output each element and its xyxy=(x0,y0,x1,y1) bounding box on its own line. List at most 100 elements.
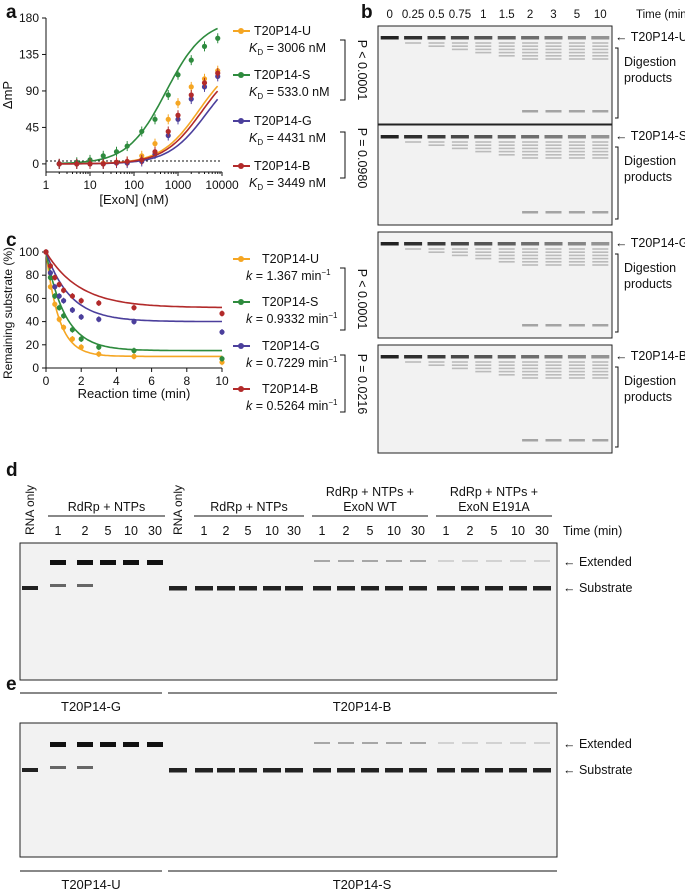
chart-a-point xyxy=(152,141,158,147)
chart-a-point xyxy=(188,84,194,90)
gel-b-product-band xyxy=(545,364,562,366)
panelD-substrate-label: ← Substrate xyxy=(563,581,633,595)
lane-time-label: 2 xyxy=(343,524,350,538)
gel-b-substrate-band xyxy=(567,242,586,246)
gel-b-product-band xyxy=(522,55,539,57)
gel-b-product-band xyxy=(475,364,492,366)
stat-c1: P < 0.0001 xyxy=(355,269,369,330)
gel-b-product-band xyxy=(498,45,515,47)
chart-a-point xyxy=(175,100,181,106)
chart-c-fit-1 xyxy=(45,251,222,352)
chart-c-fit-3 xyxy=(45,251,222,309)
gel-b-product-band xyxy=(475,147,492,150)
gel-b-substrate-band xyxy=(380,242,399,246)
lane-time-label: 30 xyxy=(148,524,162,538)
gel-b-product-band xyxy=(498,374,515,376)
gel-b-products-label2-0: products xyxy=(624,71,672,85)
legend-a-b-marker xyxy=(238,163,244,169)
chart-a-point xyxy=(165,128,171,135)
legend-c-b-k: k = 0.5264 min−1 xyxy=(246,398,338,413)
gel-b-product-band xyxy=(592,154,609,156)
lane-time-label: 30 xyxy=(287,524,301,538)
gel-b-small-product xyxy=(592,324,609,327)
chart-c-point xyxy=(131,305,137,311)
gel-b-product-band xyxy=(545,154,562,156)
chart-c-point xyxy=(56,305,62,311)
chart-c-point xyxy=(47,284,54,290)
gel-band-substrate xyxy=(50,584,66,587)
gel-band-substrate xyxy=(337,586,355,591)
gel-b-substrate-band xyxy=(591,242,610,246)
chart-a-fit-1 xyxy=(59,27,218,165)
gel-b-small-product xyxy=(545,110,562,113)
gel-b-product-band xyxy=(568,147,585,150)
gel-b-product-band xyxy=(592,150,609,153)
gel-b-product-band xyxy=(522,144,539,146)
gel-band-extended xyxy=(410,560,426,562)
lane-time-label: 2 xyxy=(223,524,230,538)
gel-band-substrate xyxy=(195,768,213,773)
gel-b-substrate-band xyxy=(521,135,540,139)
stat-a1: P < 0.0001 xyxy=(355,40,369,101)
gel-band-rna-only xyxy=(22,768,38,772)
gel-b-product-band xyxy=(522,141,539,143)
gel-b-product-band xyxy=(498,254,515,257)
gel-b-product-band xyxy=(428,45,445,47)
gel-b-small-product xyxy=(522,439,539,442)
gel-band-substrate xyxy=(263,768,281,773)
gel-b-product-band xyxy=(498,147,515,150)
gel-b-substrate-band xyxy=(544,355,563,359)
gel-b-product-band xyxy=(522,154,539,156)
gel-b-product-band xyxy=(451,361,468,363)
gel-band-extended xyxy=(486,742,502,744)
gel-b-product-band xyxy=(522,374,539,376)
chart-c-xtick-label: 10 xyxy=(215,374,229,388)
chart-a-point xyxy=(165,116,171,122)
panel-b-time-0: 0 xyxy=(386,9,392,21)
chart-c-point xyxy=(78,344,84,350)
lane-time-label: 1 xyxy=(55,524,62,538)
chart-a-point xyxy=(175,112,181,118)
gel-b-product-band xyxy=(568,254,585,257)
gel-b-products-label-1: Digestion xyxy=(624,154,676,168)
gel-band-extended xyxy=(534,742,550,744)
gel-b-product-band xyxy=(498,144,515,146)
gel-band-extended xyxy=(486,560,502,562)
gel-b-bracket xyxy=(615,253,619,333)
stat-a2: P = 0.0980 xyxy=(355,128,369,189)
gel-b-substrate-band xyxy=(567,135,586,139)
stat-bracket-a2 xyxy=(340,131,346,179)
gel-b-product-band xyxy=(522,48,539,51)
gel-band-substrate xyxy=(217,768,235,773)
chart-c-point xyxy=(69,327,75,333)
gel-b-product-band xyxy=(568,264,585,266)
legend-c-s-marker xyxy=(238,299,244,305)
gel-b-product-band xyxy=(522,367,539,370)
gel-b-product-band xyxy=(475,361,492,363)
gel-b-product-band xyxy=(545,45,562,47)
gel-b-product-band xyxy=(568,141,585,143)
gel-b-0 xyxy=(377,25,613,125)
chart-a-fit-3 xyxy=(59,90,219,165)
chart-a-point xyxy=(165,92,171,98)
gel-band-substrate xyxy=(533,586,551,591)
gel-b-product-band xyxy=(522,377,539,379)
panel-label-a: a xyxy=(6,2,17,23)
gel-b-substrate-band xyxy=(567,36,586,40)
gel-b-substrate-label-1: ← T20P14-S xyxy=(615,129,685,143)
gel-b-product-band xyxy=(428,251,445,253)
gel-b-product-band xyxy=(475,48,492,51)
gel-b-product-band xyxy=(451,364,468,366)
gel-b-product-band xyxy=(592,370,609,373)
gel-b-product-band xyxy=(498,154,515,156)
gel-b-product-band xyxy=(405,248,422,250)
gel-b-product-band xyxy=(592,264,609,266)
gel-b-product-band xyxy=(545,264,562,266)
gel-b-product-band xyxy=(475,51,492,54)
gel-band-substrate xyxy=(385,586,403,591)
lane-time-label: 10 xyxy=(265,524,279,538)
chart-c-point xyxy=(219,356,225,362)
gel-b-product-band xyxy=(451,147,468,150)
gel-b-product-band xyxy=(568,370,585,373)
gel-b-substrate-band xyxy=(474,36,493,40)
